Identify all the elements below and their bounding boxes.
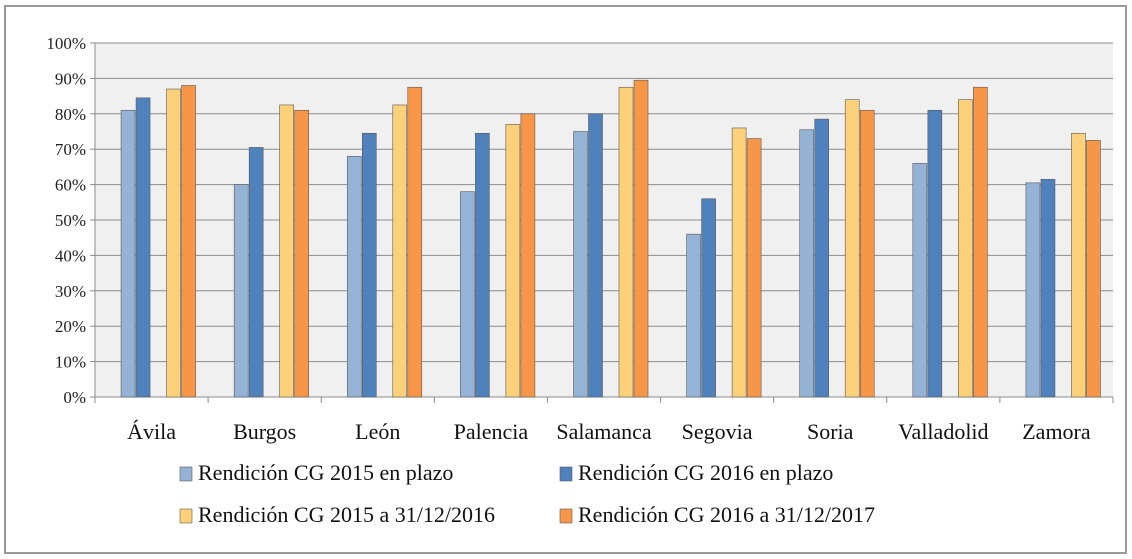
- bar: [120, 109, 136, 398]
- x-category-label: Palencia: [454, 419, 529, 444]
- bar: [460, 191, 475, 398]
- legend-swatch: [559, 466, 573, 482]
- bar: [279, 104, 294, 398]
- bar: [844, 99, 860, 398]
- legend-label: Rendición CG 2016 en plazo: [578, 460, 833, 485]
- bar: [520, 113, 536, 398]
- bar: [633, 79, 649, 398]
- bar: [1086, 140, 1101, 398]
- bar: [505, 124, 521, 398]
- bar: [588, 113, 603, 398]
- y-tick-label: 0%: [63, 388, 86, 407]
- x-category-label: Segovia: [682, 419, 753, 444]
- bar: [746, 138, 762, 398]
- bar: [686, 233, 701, 398]
- x-category-label: Salamanca: [556, 419, 652, 444]
- bar: [248, 147, 264, 398]
- bar: [392, 104, 408, 398]
- legend-label: Rendición CG 2015 en plazo: [198, 460, 453, 485]
- y-tick-label: 90%: [55, 69, 86, 88]
- bar: [814, 118, 830, 398]
- bar: [407, 86, 423, 398]
- legend-swatch: [559, 508, 573, 524]
- bar: [731, 127, 747, 398]
- bar: [573, 131, 588, 398]
- bar: [973, 86, 988, 398]
- bar: [912, 163, 928, 398]
- bar: [1071, 132, 1086, 398]
- y-tick-label: 80%: [55, 105, 86, 124]
- bar: [1025, 182, 1041, 398]
- bar: [475, 132, 490, 398]
- bar: [958, 99, 973, 398]
- bar: [1040, 178, 1056, 398]
- y-tick-label: 40%: [55, 246, 86, 265]
- bar: [701, 198, 716, 398]
- bar: [181, 85, 196, 398]
- legend-label: Rendición CG 2015 a 31/12/2016: [198, 502, 495, 527]
- y-tick-label: 70%: [55, 140, 86, 159]
- x-category-label: Valladolid: [898, 419, 988, 444]
- legend-swatch: [179, 508, 193, 524]
- x-category-label: León: [355, 419, 400, 444]
- y-tick-label: 100%: [46, 34, 86, 53]
- bar: [618, 86, 634, 398]
- bar: [346, 155, 362, 398]
- bar: [859, 109, 875, 398]
- y-tick-label: 10%: [55, 353, 86, 372]
- y-tick-label: 20%: [55, 317, 86, 336]
- bar: [361, 132, 377, 398]
- bar: [135, 97, 151, 398]
- bar: [166, 88, 181, 398]
- y-tick-label: 50%: [55, 211, 86, 230]
- bar: [294, 109, 309, 398]
- x-category-label: Zamora: [1022, 419, 1091, 444]
- bar: [927, 109, 943, 398]
- y-tick-label: 30%: [55, 282, 86, 301]
- x-category-label: Burgos: [233, 419, 296, 444]
- legend-label: Rendición CG 2016 a 31/12/2017: [578, 502, 875, 527]
- bar: [233, 184, 249, 398]
- legend-swatch: [179, 466, 193, 482]
- bar: [799, 129, 815, 398]
- y-tick-label: 60%: [55, 176, 86, 195]
- x-category-label: Soria: [807, 419, 854, 444]
- x-category-label: Ávila: [127, 419, 176, 444]
